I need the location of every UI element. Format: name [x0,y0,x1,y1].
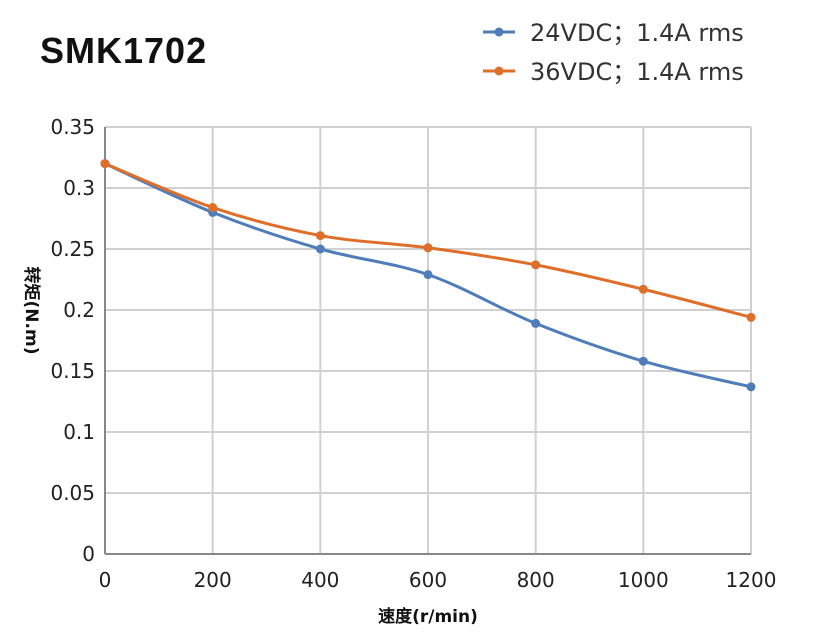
data-point [638,284,648,294]
y-tick-label: 0 [82,542,95,566]
y-tick-label: 0.05 [50,481,95,505]
y-tick-label: 0.2 [63,298,95,322]
data-point [315,231,325,241]
x-tick-label: 400 [301,568,339,592]
data-point [746,312,756,322]
legend-marker [494,66,504,76]
x-tick-label: 1200 [726,568,777,592]
y-tick-label: 0.15 [50,359,95,383]
chart-title: SMK1702 [40,30,208,71]
y-tick-label: 0.35 [50,115,95,139]
x-axis-label: 速度(r/min) [378,606,478,627]
data-point [208,203,218,213]
data-point [531,260,541,270]
x-tick-label: 0 [99,568,112,592]
data-point [638,356,648,366]
y-axis-label: 转矩(N.m) [21,267,42,355]
y-tick-label: 0.1 [63,420,95,444]
legend-marker [494,27,504,37]
data-point [100,159,110,169]
data-point [423,243,433,253]
y-tick-label: 0.25 [50,237,95,261]
data-point [315,244,325,254]
data-point [531,318,541,328]
legend-label: 24VDC；1.4A rms [530,19,744,47]
y-tick-label: 0.3 [63,176,95,200]
x-tick-label: 1000 [618,568,669,592]
x-tick-label: 800 [517,568,555,592]
data-point [746,382,756,392]
legend-label: 36VDC；1.4A rms [530,58,744,86]
x-tick-label: 200 [194,568,232,592]
x-tick-label: 600 [409,568,447,592]
data-point [423,270,433,280]
